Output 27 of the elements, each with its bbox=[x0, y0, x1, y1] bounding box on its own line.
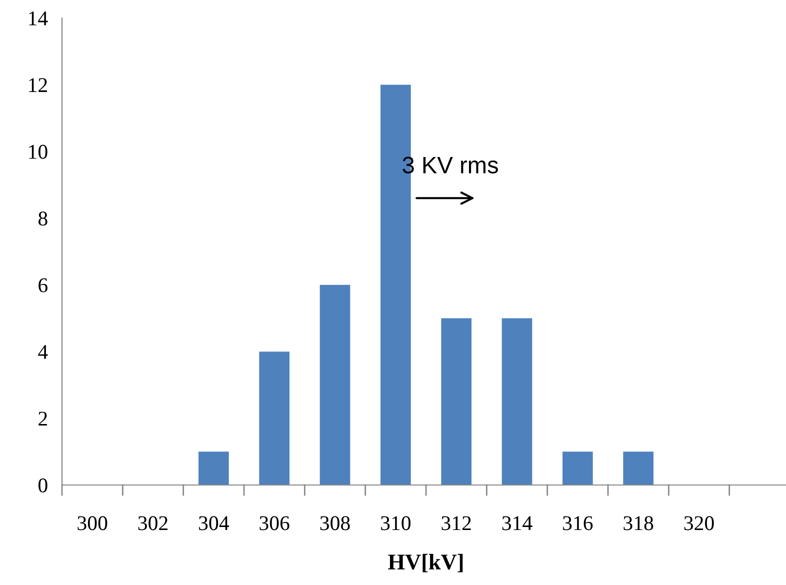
y-tick-label: 6 bbox=[38, 278, 48, 292]
x-tick-label: 318 bbox=[624, 516, 654, 530]
x-tick-label: 314 bbox=[502, 516, 532, 530]
y-tick-label: 0 bbox=[38, 478, 48, 492]
bar bbox=[441, 318, 472, 485]
x-tick-label: 316 bbox=[563, 516, 593, 530]
y-tick-label: 10 bbox=[29, 144, 48, 159]
bar bbox=[198, 452, 229, 485]
bar bbox=[562, 452, 593, 485]
x-tick-label: 304 bbox=[199, 516, 229, 530]
bar bbox=[259, 352, 290, 485]
y-tick-label: 14 bbox=[29, 11, 48, 26]
x-tick-label: 320 bbox=[684, 516, 714, 530]
x-tick-label: 310 bbox=[381, 516, 410, 530]
y-tick-label: 4 bbox=[38, 345, 48, 359]
bar bbox=[623, 452, 654, 485]
y-tick-label: 2 bbox=[38, 412, 47, 426]
x-tick-label: 302 bbox=[138, 516, 168, 530]
y-tick-label: 8 bbox=[38, 212, 48, 226]
x-tick-label: 312 bbox=[442, 516, 471, 530]
bar bbox=[320, 284, 350, 485]
x-tick-label: 306 bbox=[260, 516, 290, 530]
x-axis-title: HV[kV] bbox=[388, 554, 463, 572]
x-tick-label: 300 bbox=[78, 516, 108, 530]
bar bbox=[502, 318, 532, 485]
y-tick-label: 12 bbox=[29, 78, 47, 92]
x-tick-label: 308 bbox=[320, 516, 350, 530]
